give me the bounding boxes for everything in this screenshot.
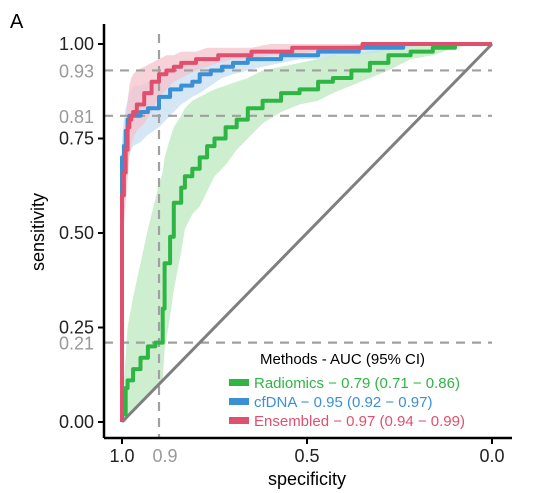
x-tick-label-1: 0.5: [294, 446, 319, 466]
x-tick-label-2: 0.0: [479, 446, 504, 466]
legend-title: Methods - AUC (95% CI): [260, 351, 425, 368]
y-tick-label-1: 0.25: [59, 318, 94, 338]
y-axis-title: sensitivity: [28, 193, 48, 271]
legend: Methods - AUC (95% CI) Radiomics − 0.79 …: [229, 351, 465, 430]
x-axis-title: specificity: [268, 469, 346, 489]
chance-diagonal: [120, 42, 494, 424]
y-tick-label-0: 0.00: [59, 412, 94, 432]
legend-swatch-1: [229, 398, 249, 405]
y-ref-label-0: 0.93: [59, 61, 94, 81]
roc-curve-0: [120, 42, 492, 422]
y-tick-label-4: 1.00: [59, 34, 94, 54]
legend-label-1: cfDNA − 0.95 (0.92 − 0.97): [254, 394, 432, 411]
x-tick-label-0: 1.0: [109, 446, 134, 466]
x-ticks: 1.0 0.5 0.0 0.9: [109, 438, 505, 466]
y-ref-label-1: 0.81: [59, 107, 94, 127]
y-tick-label-2: 0.50: [59, 223, 94, 243]
y-ticks: 0.00 0.25 0.50 0.75 1.00 0.93 0.81 0.21: [59, 34, 104, 432]
roc-curves: [120, 42, 492, 422]
y-ref-label-2: 0.21: [59, 334, 94, 354]
legend-label-2: Ensembled − 0.97 (0.94 − 0.99): [254, 413, 465, 430]
roc-curve-2: [120, 42, 492, 422]
x-ref-label-0: 0.9: [152, 446, 177, 466]
diagonal-line: [120, 42, 494, 424]
y-tick-label-3: 0.75: [59, 129, 94, 149]
legend-swatch-0: [229, 379, 249, 386]
legend-label-0: Radiomics − 0.79 (0.71 − 0.86): [254, 375, 460, 392]
panel-label: A: [10, 11, 24, 33]
legend-swatch-2: [229, 417, 249, 424]
